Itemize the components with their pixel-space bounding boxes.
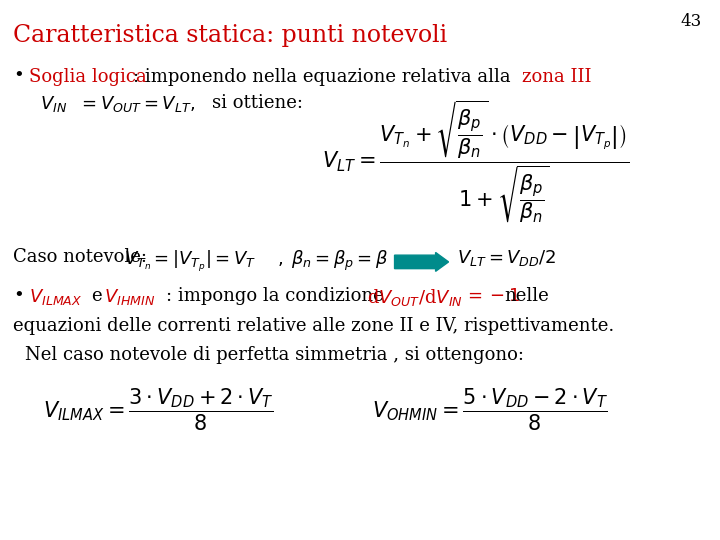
Text: $V_{IHMIN}$: $V_{IHMIN}$ — [104, 287, 156, 307]
Text: $, \;\beta_n = \beta_p = \beta$: $, \;\beta_n = \beta_p = \beta$ — [277, 248, 388, 273]
Text: zona III: zona III — [522, 68, 592, 85]
Text: $V_{T_n} = |V_{T_p}| = V_T$: $V_{T_n} = |V_{T_p}| = V_T$ — [124, 248, 256, 274]
Text: $= -1$: $= -1$ — [464, 287, 521, 305]
Text: si ottiene:: si ottiene: — [212, 94, 303, 112]
FancyArrow shape — [395, 252, 449, 271]
Text: $V_{ILMAX}$: $V_{ILMAX}$ — [29, 287, 82, 307]
Text: : impongo la condizione: : impongo la condizione — [166, 287, 383, 305]
Text: Caratteristica statica: punti notevoli: Caratteristica statica: punti notevoli — [13, 24, 447, 48]
Text: •: • — [13, 68, 24, 85]
Text: $\mathregular{d}V_{OUT}/\mathregular{d}V_{IN}$: $\mathregular{d}V_{OUT}/\mathregular{d}V… — [367, 287, 463, 308]
Text: $V_{LT} = \dfrac{V_{T_n} + \sqrt{\dfrac{\beta_p}{\beta_n}}\cdot\left(V_{DD} - \l: $V_{LT} = \dfrac{V_{T_n} + \sqrt{\dfrac{… — [322, 98, 629, 226]
Text: $V_{OHMIN} = \dfrac{5 \cdot V_{DD} - 2 \cdot V_T}{8}$: $V_{OHMIN} = \dfrac{5 \cdot V_{DD} - 2 \… — [372, 387, 608, 434]
Text: $V_{LT} = V_{DD} / 2$: $V_{LT} = V_{DD} / 2$ — [457, 248, 557, 268]
Text: e: e — [91, 287, 102, 305]
Text: Soglia logica: Soglia logica — [29, 68, 147, 85]
Text: nelle: nelle — [504, 287, 549, 305]
Text: $V_{IN}$: $V_{IN}$ — [40, 94, 67, 114]
Text: $V_{ILMAX} = \dfrac{3 \cdot V_{DD} + 2 \cdot V_T}{8}$: $V_{ILMAX} = \dfrac{3 \cdot V_{DD} + 2 \… — [43, 387, 274, 434]
Text: $= V_{OUT} = V_{LT},$: $= V_{OUT} = V_{LT},$ — [78, 94, 195, 114]
Text: 43: 43 — [680, 14, 702, 30]
Text: Caso notevole:: Caso notevole: — [13, 248, 153, 266]
Text: •: • — [13, 287, 24, 305]
Text: : imponendo nella equazione relativa alla: : imponendo nella equazione relativa all… — [133, 68, 516, 85]
Text: Nel caso notevole di perfetta simmetria , si ottengono:: Nel caso notevole di perfetta simmetria … — [25, 346, 524, 363]
Text: equazioni delle correnti relative alle zone II e IV, rispettivamente.: equazioni delle correnti relative alle z… — [13, 317, 614, 335]
